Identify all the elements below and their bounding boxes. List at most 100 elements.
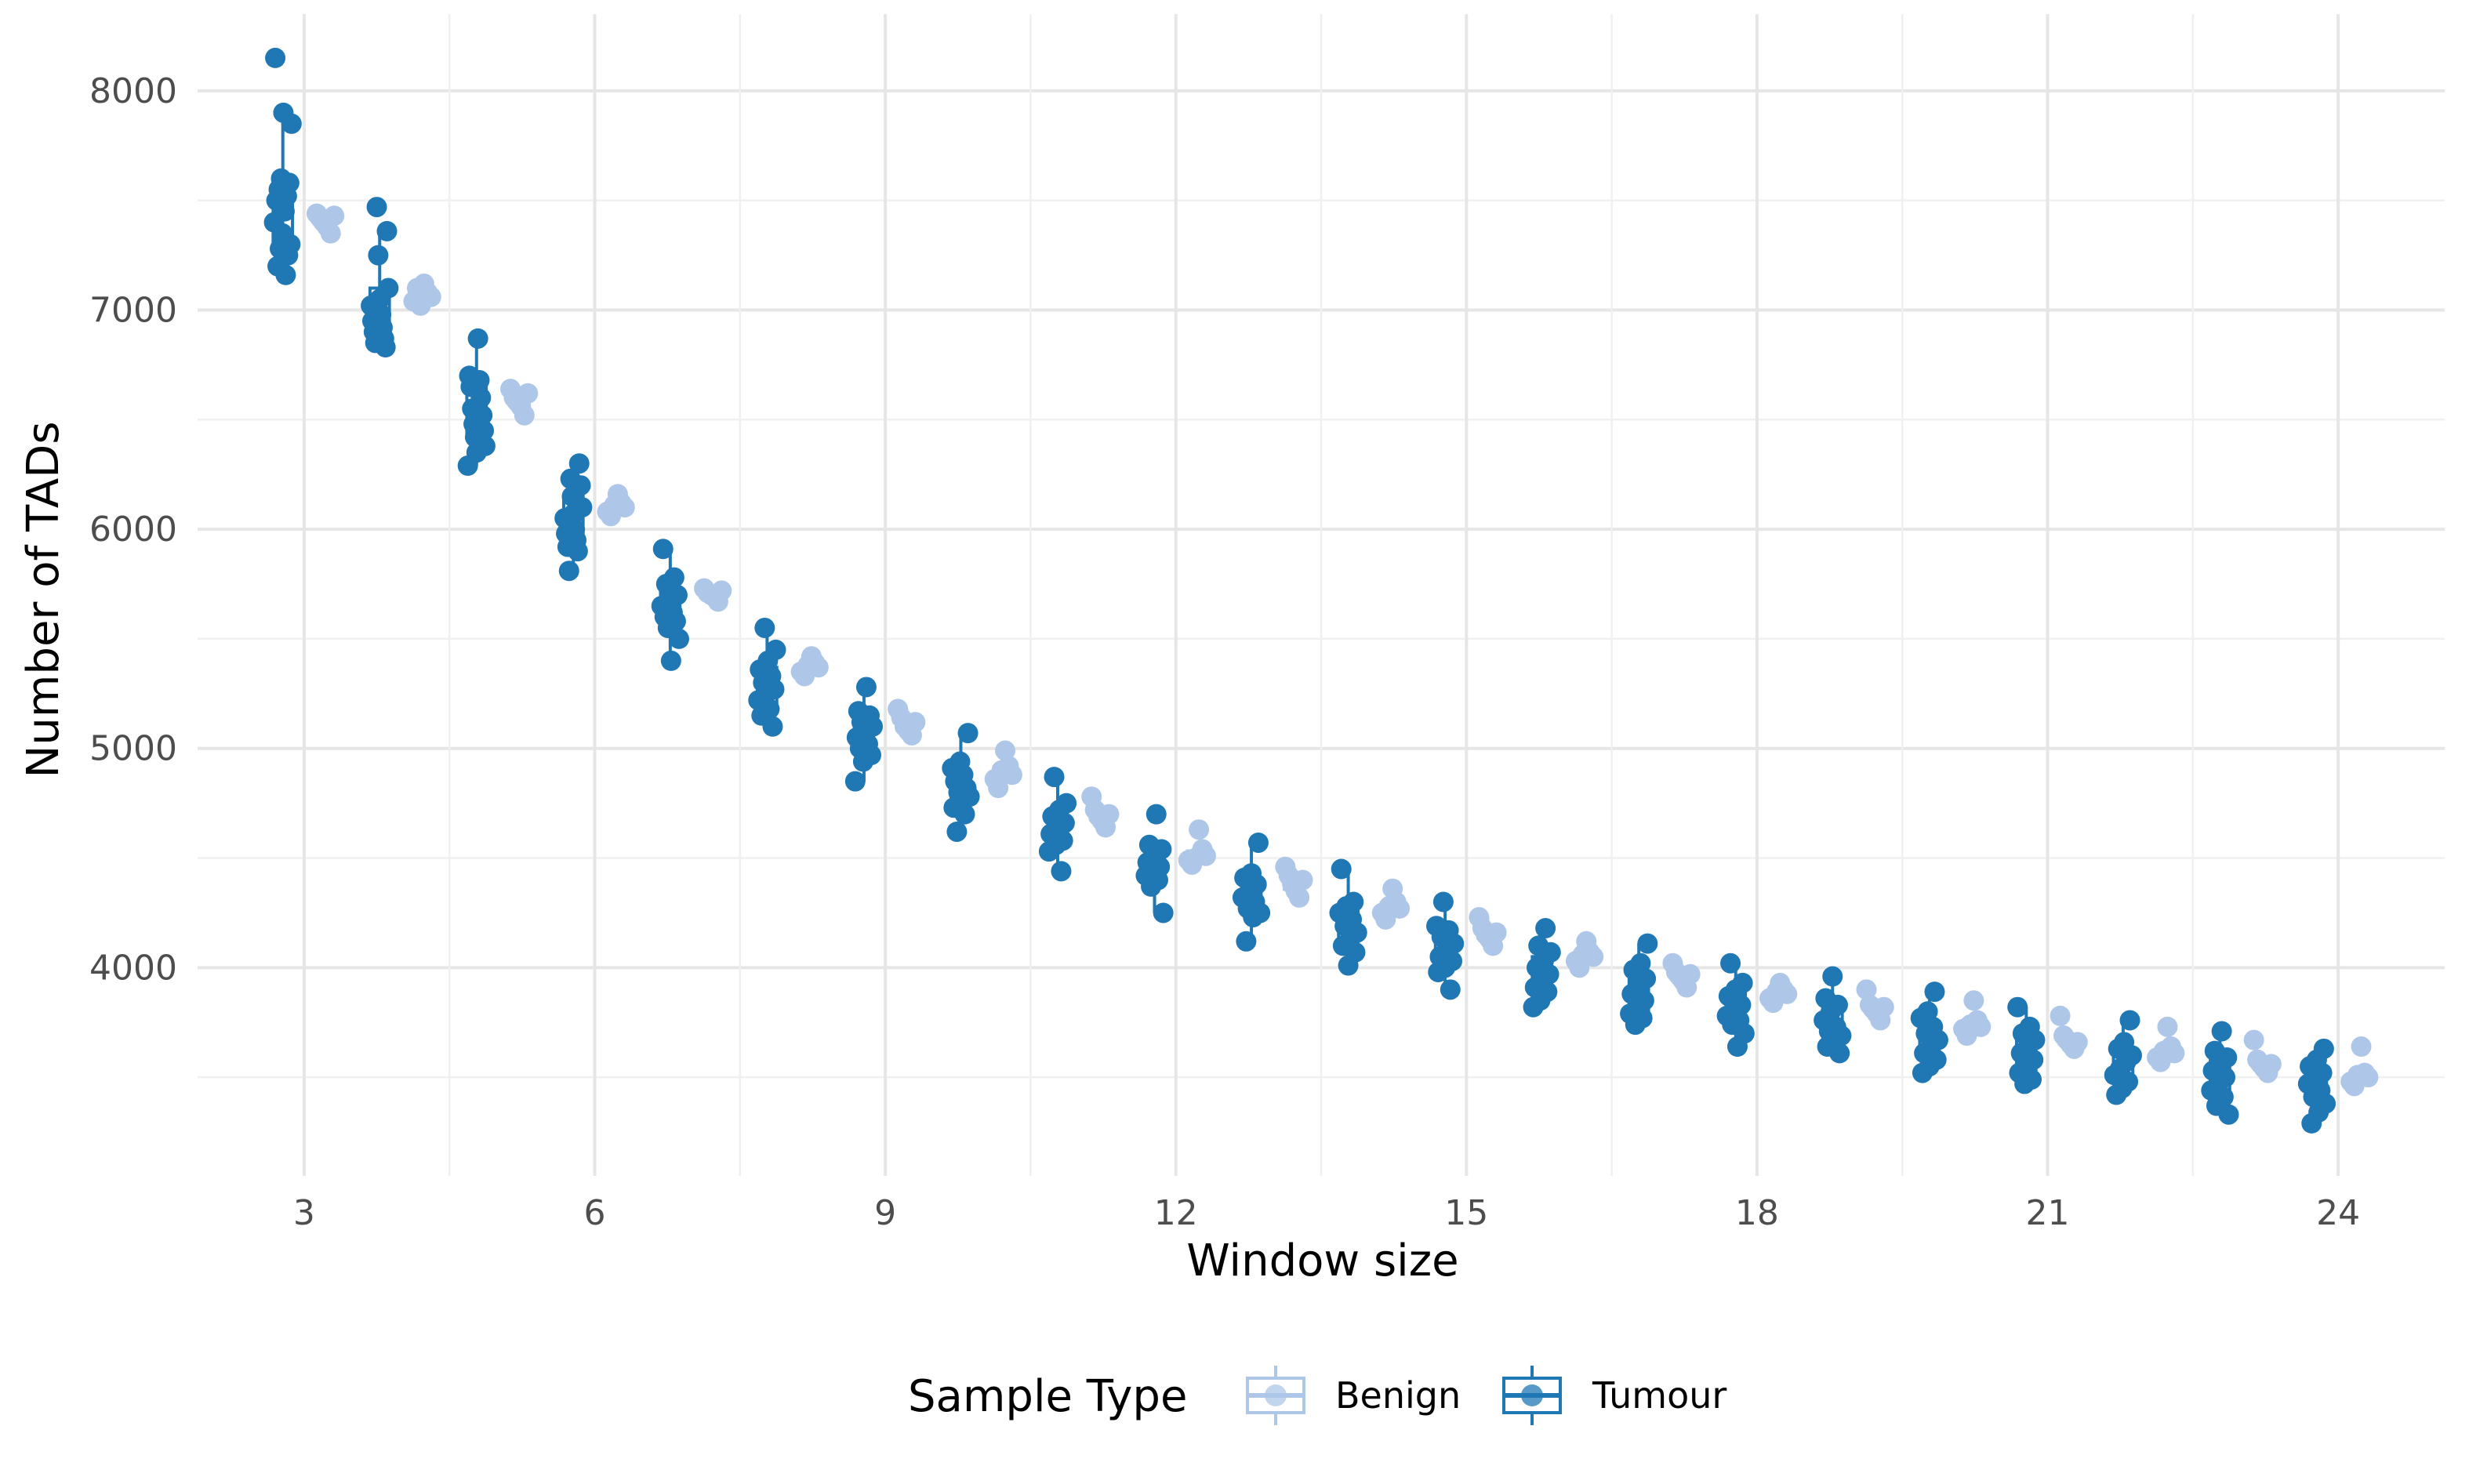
data-point-benign xyxy=(711,580,732,601)
data-point-tumour xyxy=(1428,961,1449,982)
data-point-tumour xyxy=(368,245,389,266)
x-tick-label: 3 xyxy=(293,1193,315,1233)
data-point-benign xyxy=(1185,847,1206,869)
data-point-benign xyxy=(1289,887,1310,908)
data-point-benign xyxy=(2260,1054,2282,1075)
data-point-benign xyxy=(1292,869,1313,891)
y-tick-label: 6000 xyxy=(89,510,177,550)
data-point-benign xyxy=(514,405,535,426)
data-point-tumour xyxy=(265,47,286,68)
data-point-benign xyxy=(1098,804,1120,825)
data-point-tumour xyxy=(2218,1104,2239,1125)
data-point-tumour xyxy=(660,650,681,671)
data-point-tumour xyxy=(376,220,398,241)
data-point-tumour xyxy=(1146,804,1167,825)
data-point-benign xyxy=(1856,979,1877,1000)
data-point-benign xyxy=(995,740,1016,761)
x-tick-label: 6 xyxy=(583,1193,605,1233)
data-point-benign xyxy=(320,223,341,244)
data-point-tumour xyxy=(668,628,689,649)
data-point-tumour xyxy=(1153,902,1174,923)
data-point-tumour xyxy=(2007,996,2028,1018)
data-point-tumour xyxy=(1912,1062,1933,1083)
data-point-tumour xyxy=(1440,979,1461,1000)
data-point-tumour xyxy=(954,804,975,825)
x-tick-label: 24 xyxy=(2316,1193,2360,1233)
data-point-benign xyxy=(324,205,345,227)
data-point-tumour xyxy=(1637,933,1658,954)
data-point-tumour xyxy=(1726,1036,1748,1058)
data-point-tumour xyxy=(2119,1010,2140,1031)
data-point-tumour xyxy=(1535,918,1556,939)
y-tick-label: 4000 xyxy=(89,948,177,988)
data-point-tumour xyxy=(855,677,877,698)
data-point-tumour xyxy=(2014,1073,2035,1094)
data-point-benign xyxy=(797,655,819,676)
data-point-benign xyxy=(1572,944,1593,965)
grid-layer xyxy=(198,14,2445,1176)
data-point-tumour xyxy=(1247,832,1269,853)
x-tick-label: 18 xyxy=(1735,1193,1779,1233)
data-point-tumour xyxy=(652,539,674,560)
data-point-tumour xyxy=(762,716,783,737)
data-point-tumour xyxy=(957,723,979,744)
data-point-tumour xyxy=(457,455,478,477)
data-point-tumour xyxy=(375,337,396,358)
data-point-benign xyxy=(988,778,1009,799)
data-point-tumour xyxy=(844,771,866,792)
data-point-benign xyxy=(1766,981,1787,1003)
data-point-tumour xyxy=(1523,996,1544,1018)
data-point-tumour xyxy=(558,561,579,582)
x-tick-label: 15 xyxy=(1444,1193,1488,1233)
x-tick-label: 12 xyxy=(1154,1193,1198,1233)
axis-layer: 4000 5000 6000 7000 8000 3 6 9 12 15 18 21 24 xyxy=(89,71,2360,1233)
data-point-benign xyxy=(410,295,431,316)
y-tick-label: 5000 xyxy=(89,729,177,769)
data-point-tumour xyxy=(568,453,590,474)
data-point-tumour xyxy=(2211,1021,2232,1042)
legend-point-tumour xyxy=(1521,1384,1543,1406)
data-point-tumour xyxy=(567,541,588,562)
data-point-benign xyxy=(2153,1040,2174,1061)
data-point-tumour xyxy=(946,821,968,842)
data-point-benign xyxy=(406,278,427,299)
y-tick-label: 7000 xyxy=(89,290,177,330)
data-point-benign xyxy=(2347,1065,2369,1086)
data-point-tumour xyxy=(1625,1014,1646,1036)
data-point-tumour xyxy=(1331,858,1352,880)
legend-point-benign xyxy=(1265,1384,1287,1406)
data-point-tumour xyxy=(1038,841,1059,862)
data-point-tumour xyxy=(2106,1084,2127,1105)
data-point-tumour xyxy=(281,113,302,134)
legend-label-benign: Benign xyxy=(1335,1374,1461,1417)
data-point-tumour xyxy=(1829,1043,1850,1064)
data-point-benign xyxy=(1679,963,1701,985)
data-point-benign xyxy=(1486,922,1507,943)
data-point-tumour xyxy=(467,328,488,349)
data-point-tumour xyxy=(275,264,296,285)
data-point-benign xyxy=(1873,996,1894,1018)
data-point-benign xyxy=(991,760,1012,781)
legend-key-tumour xyxy=(1502,1366,1562,1425)
data-point-benign xyxy=(1378,896,1400,917)
data-point-benign xyxy=(1963,990,1984,1011)
x-tick-label: 9 xyxy=(874,1193,896,1233)
data-point-tumour xyxy=(1051,861,1072,882)
x-tick-label: 21 xyxy=(2026,1193,2070,1233)
data-point-benign xyxy=(2157,1016,2178,1037)
y-axis-title: Number of TADs xyxy=(18,422,69,778)
data-point-benign xyxy=(2351,1036,2372,1058)
data-point-tumour xyxy=(366,197,387,218)
legend-title: Sample Type xyxy=(908,1371,1187,1422)
data-point-tumour xyxy=(754,617,775,638)
data-point-benign xyxy=(905,712,926,733)
data-point-tumour xyxy=(1236,931,1257,952)
legend: Sample Type Benign Tumour xyxy=(908,1366,1726,1425)
data-point-benign xyxy=(2067,1032,2088,1053)
data-point-tumour xyxy=(1720,952,1741,974)
data-point-benign xyxy=(2050,1005,2071,1026)
data-point-tumour xyxy=(1338,955,1359,976)
data-point-tumour xyxy=(1924,981,1945,1003)
